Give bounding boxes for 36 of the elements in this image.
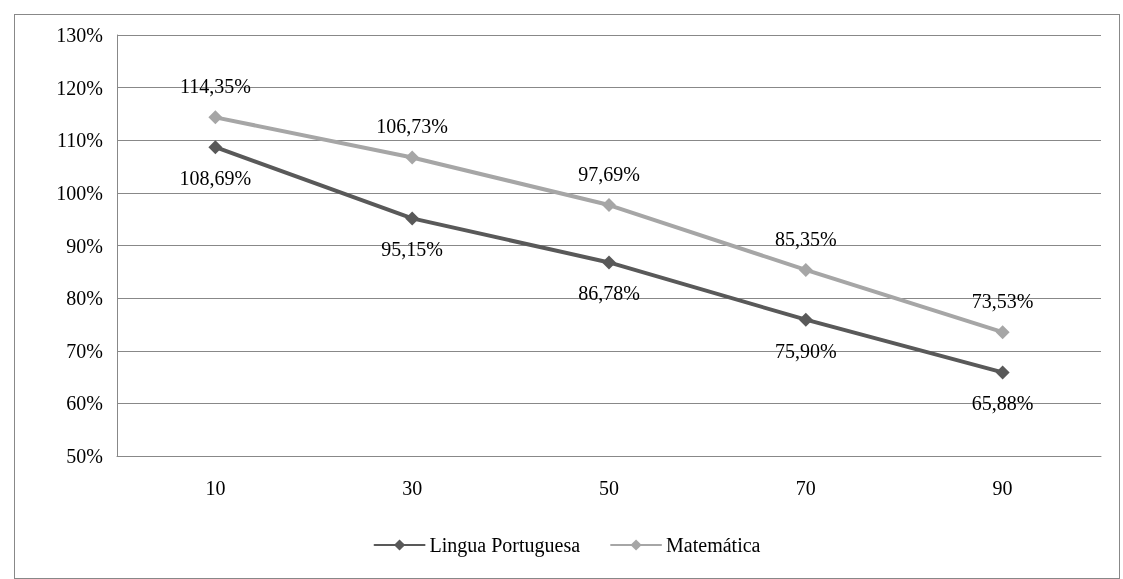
point [405, 211, 420, 226]
y-tick-label: 110% [57, 129, 103, 152]
data-label: 97,69% [578, 163, 640, 186]
data-label: 86,78% [578, 282, 640, 305]
y-tick-label: 120% [56, 76, 103, 99]
y-tick-label: 60% [66, 392, 103, 415]
y-tick-label: 50% [66, 445, 103, 467]
legend-label: Lingua Portuguesa [429, 534, 581, 557]
x-tick-label: 30 [402, 477, 423, 499]
point [208, 110, 223, 125]
y-tick-label: 90% [66, 234, 103, 257]
point [602, 198, 616, 213]
data-label: 65,88% [971, 392, 1034, 415]
data-label: 95,15% [381, 238, 444, 261]
legend-label: Matemática [666, 534, 761, 556]
data-label: 85,35% [774, 227, 837, 250]
point [798, 312, 813, 327]
data-label: 106,73% [376, 115, 449, 138]
y-tick-label: 130% [56, 24, 103, 46]
y-tick-label: 80% [66, 287, 103, 310]
point [995, 325, 1010, 340]
y-tick-label: 70% [66, 339, 103, 362]
point [798, 262, 813, 277]
x-tick-label: 10 [205, 477, 226, 499]
data-label: 73,53% [971, 290, 1034, 313]
point [995, 365, 1010, 380]
data-label: 114,35% [179, 75, 251, 98]
x-tick-label: 70 [795, 477, 816, 499]
point [602, 255, 616, 270]
y-tick-label: 100% [56, 181, 103, 204]
point [405, 150, 420, 165]
data-label: 108,69% [179, 167, 252, 190]
x-tick-label: 90 [992, 477, 1013, 499]
point [208, 140, 223, 155]
data-label: 75,90% [774, 339, 837, 362]
x-tick-label: 50 [599, 477, 619, 499]
